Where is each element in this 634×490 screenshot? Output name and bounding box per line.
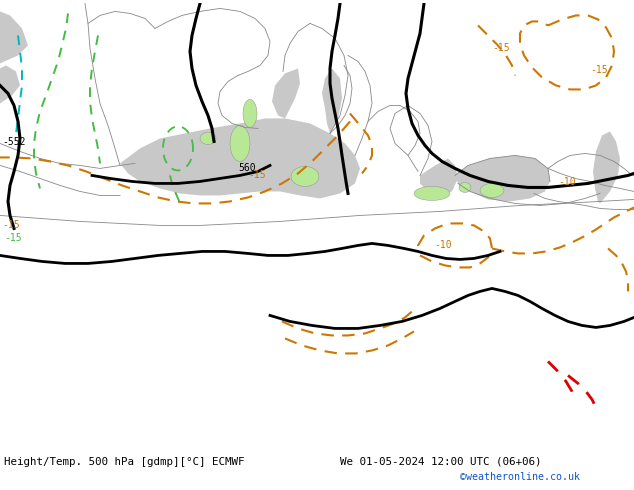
Polygon shape xyxy=(0,66,20,103)
Polygon shape xyxy=(455,155,550,201)
Polygon shape xyxy=(322,69,342,133)
Text: ©weatheronline.co.uk: ©weatheronline.co.uk xyxy=(460,472,580,482)
Text: -10: -10 xyxy=(558,177,576,188)
Polygon shape xyxy=(0,11,28,63)
Text: -15: -15 xyxy=(248,171,266,180)
Text: -10: -10 xyxy=(434,241,451,250)
Text: Height/Temp. 500 hPa [gdmp][°C] ECMWF: Height/Temp. 500 hPa [gdmp][°C] ECMWF xyxy=(4,457,245,467)
Polygon shape xyxy=(120,119,360,198)
Polygon shape xyxy=(459,182,471,193)
Text: -15: -15 xyxy=(4,233,22,244)
Text: 560: 560 xyxy=(238,164,256,173)
Text: -15: -15 xyxy=(2,220,20,230)
Polygon shape xyxy=(420,158,458,196)
Polygon shape xyxy=(243,99,257,127)
Polygon shape xyxy=(272,69,300,119)
Polygon shape xyxy=(230,125,250,161)
Polygon shape xyxy=(200,132,216,145)
Text: -15: -15 xyxy=(590,66,607,75)
Text: -552: -552 xyxy=(2,137,25,147)
Polygon shape xyxy=(291,167,319,186)
Polygon shape xyxy=(593,131,620,203)
Text: -15: -15 xyxy=(492,44,510,53)
Polygon shape xyxy=(414,187,450,200)
Polygon shape xyxy=(480,183,504,197)
Text: We 01-05-2024 12:00 UTC (06+06): We 01-05-2024 12:00 UTC (06+06) xyxy=(340,457,541,467)
